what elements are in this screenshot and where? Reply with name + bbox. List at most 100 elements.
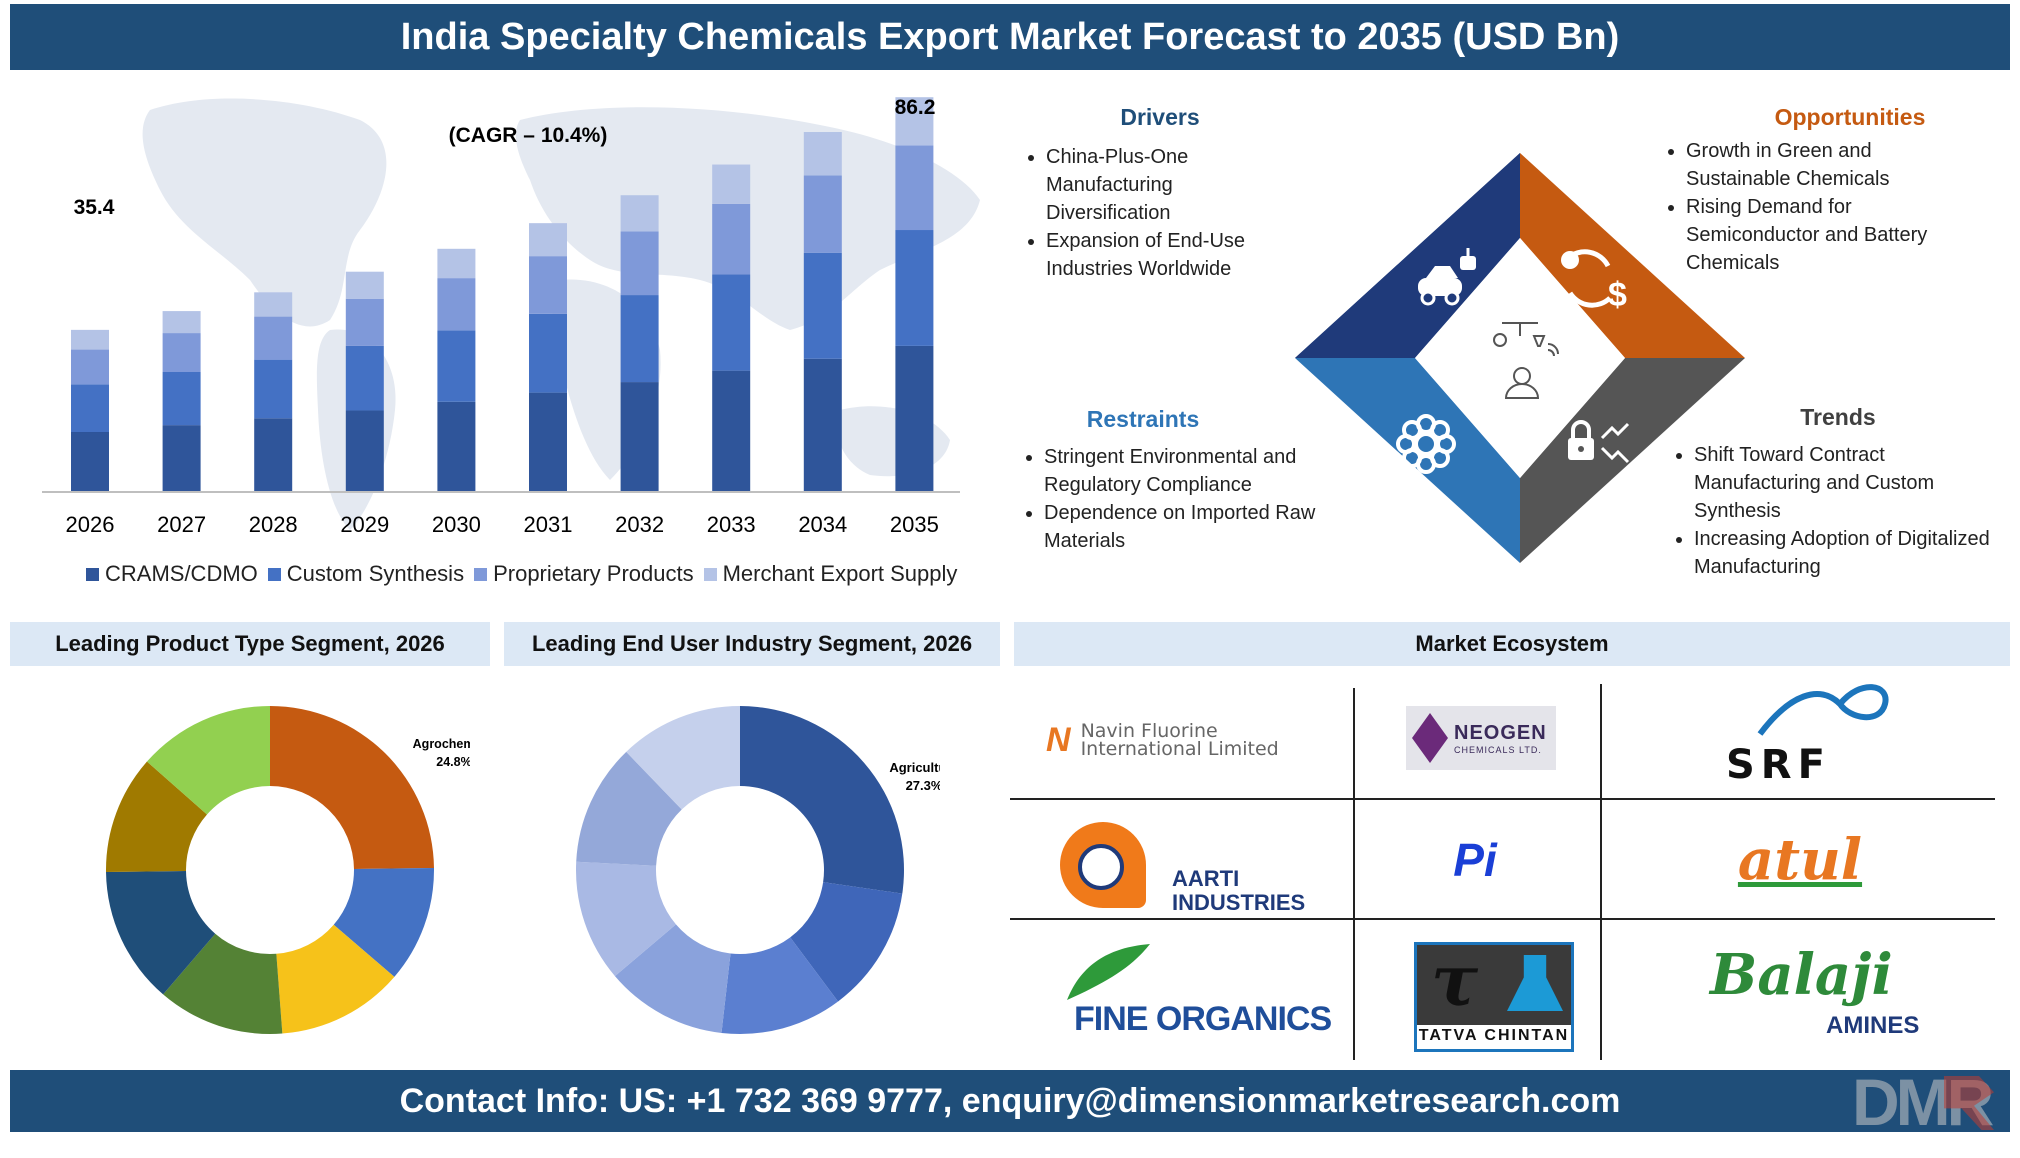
page-title-banner: India Specialty Chemicals Export Market … (10, 4, 2010, 70)
bar-segment-2034-2 (803, 175, 842, 253)
bar-segment-2030-3 (437, 248, 476, 279)
drivers-item: China-Plus-One Manufacturing Diversifica… (1046, 143, 1300, 227)
bar-segment-2030-1 (437, 330, 476, 402)
gear-flower-icon (1396, 414, 1456, 474)
donut-slice-1 (333, 867, 434, 977)
balaji-text: Balaji (1710, 942, 1893, 1008)
donut2-label-name: Agriculture (889, 760, 940, 775)
navin-line2: International Limited (1080, 738, 1279, 760)
ecosystem-grid: N Navin Fluorine International Limited N… (1010, 680, 2010, 1060)
bar-segment-2027-0 (162, 425, 201, 492)
bar-segment-2033-0 (712, 370, 751, 492)
opportunities-list: Growth in Green and Sustainable Chemical… (1660, 137, 1980, 277)
restraints-section: Restraints Stringent Environmental and R… (1018, 406, 1348, 555)
srf-swoosh-icon (1757, 684, 1889, 736)
diamond-bottom-right (1520, 358, 1745, 563)
opportunities-item: Growth in Green and Sustainable Chemical… (1686, 137, 1980, 193)
lock-arrows-icon (1568, 420, 1630, 464)
product-type-segment-title: Leading Product Type Segment, 2026 (10, 622, 490, 666)
bar-segment-2032-0 (620, 382, 659, 492)
donut-slice-3 (163, 933, 283, 1034)
x-tick-label: 2034 (798, 512, 847, 537)
cagr-annotation: (CAGR – 10.4%) (449, 124, 608, 147)
trends-title: Trends (1800, 404, 1876, 430)
donut-slice-0 (740, 706, 904, 894)
first-bar-data-label: 35.4 (74, 196, 115, 219)
x-tick-label: 2035 (890, 512, 939, 537)
bar-segment-2026-1 (71, 384, 109, 433)
bar-segment-2029-1 (345, 345, 384, 411)
trends-list: Shift Toward Contract Manufacturing and … (1668, 441, 1998, 581)
lab-person-icon (1493, 322, 1559, 399)
bar-segment-2034-0 (803, 358, 842, 492)
bar-segment-2027-2 (162, 333, 201, 373)
donut-slice-4 (576, 861, 676, 977)
bar-segment-2032-1 (620, 295, 659, 383)
dollar-cycle-icon: $ (1561, 249, 1627, 314)
donut-slice-6 (626, 706, 740, 810)
logo-neogen: NEOGEN CHEMICALS LTD. (1406, 706, 1556, 770)
donut1-label-name: Agrochemical (413, 737, 470, 751)
bar-segment-2030-0 (437, 401, 476, 492)
neogen-mark-icon (1412, 713, 1448, 763)
stacked-bar-chart: 2026 2027 2028 2029 2030 2031 2032 2033 2034 2035… (42, 96, 980, 537)
grid-divider (1600, 684, 1602, 1060)
legend-label: Merchant Export Supply (722, 561, 958, 586)
grid-divider (1353, 688, 1355, 1060)
bar-segment-2028-3 (254, 292, 293, 317)
x-tick-label: 2026 (66, 512, 115, 537)
donut-slice-6 (146, 706, 270, 815)
aarti-line2: INDUSTRIES (1172, 890, 1306, 915)
grid-divider (1010, 918, 1995, 920)
bar-segment-2035-1 (895, 230, 934, 346)
svg-text:$: $ (1608, 276, 1627, 314)
contact-info: Contact Info: US: +1 732 369 9777, enqui… (399, 1081, 1621, 1120)
tatva-text: TATVA CHINTAN (1418, 1027, 1570, 1044)
bar-segment-2034-1 (803, 252, 842, 359)
bar-segment-2029-2 (345, 298, 384, 346)
logo-aarti: AARTI INDUSTRIES (1060, 822, 1320, 915)
robot-car-icon (1418, 248, 1476, 306)
donut-slice-0 (270, 706, 434, 869)
x-tick-label: 2030 (432, 512, 481, 537)
bar-segment-2031-0 (529, 392, 567, 492)
diamond-top-left-fill (1295, 153, 1520, 358)
legend-label: CRAMS/CDMO (105, 561, 258, 586)
logo-balaji-amines: Balaji AMINES (1706, 942, 1946, 1052)
market-ecosystem-title-text: Market Ecosystem (1415, 631, 1609, 656)
donut-slice-3 (614, 924, 731, 1033)
donut-slice-5 (106, 761, 207, 873)
opportunities-item: Rising Demand for Semiconductor and Batt… (1686, 193, 1980, 277)
x-tick-label: 2028 (249, 512, 298, 537)
bar-segment-2029-3 (345, 271, 384, 299)
dmr-logo: DMR (1848, 1065, 2008, 1139)
last-bar-data-label: 86.2 (895, 96, 936, 119)
logo-srf: SRF (1700, 684, 1900, 794)
bar-segment-2034-3 (803, 132, 842, 176)
pi-text: Pi (1453, 834, 1497, 886)
bar-segment-2033-3 (712, 164, 751, 204)
bar-segment-2033-2 (712, 203, 751, 275)
bar-segment-2027-1 (162, 372, 201, 426)
amines-text: AMINES (1826, 1012, 1920, 1039)
bar-segment-2027-3 (162, 311, 201, 334)
bar-segment-2035-2 (895, 145, 934, 231)
legend-swatch (474, 567, 488, 581)
legend-label: Proprietary Products (493, 561, 694, 586)
legend-item-proprietary: Proprietary Products (474, 561, 694, 587)
tatva-mark-icon: τ (1417, 939, 1571, 1025)
bar-segment-2032-3 (620, 195, 659, 232)
x-tick-label: 2032 (615, 512, 664, 537)
trends-item: Shift Toward Contract Manufacturing and … (1694, 441, 1998, 525)
logo-tatva-chintan: τ TATVA CHINTAN (1414, 939, 1574, 1052)
diamond-top-right (1520, 153, 1745, 358)
navin-line1: Navin Fluorine (1080, 720, 1218, 742)
drivers-title: Drivers (1120, 104, 1200, 130)
dort-diamond: $ (1295, 153, 1745, 563)
aarti-line1: AARTI (1172, 866, 1240, 891)
legend-item-merchant: Merchant Export Supply (703, 561, 958, 587)
chart-legend: CRAMS/CDMO Custom Synthesis Proprietary … (86, 561, 957, 587)
donut-slice-2 (276, 924, 395, 1034)
neogen-line1: NEOGEN (1454, 721, 1547, 744)
bar-segment-2026-3 (71, 329, 109, 350)
